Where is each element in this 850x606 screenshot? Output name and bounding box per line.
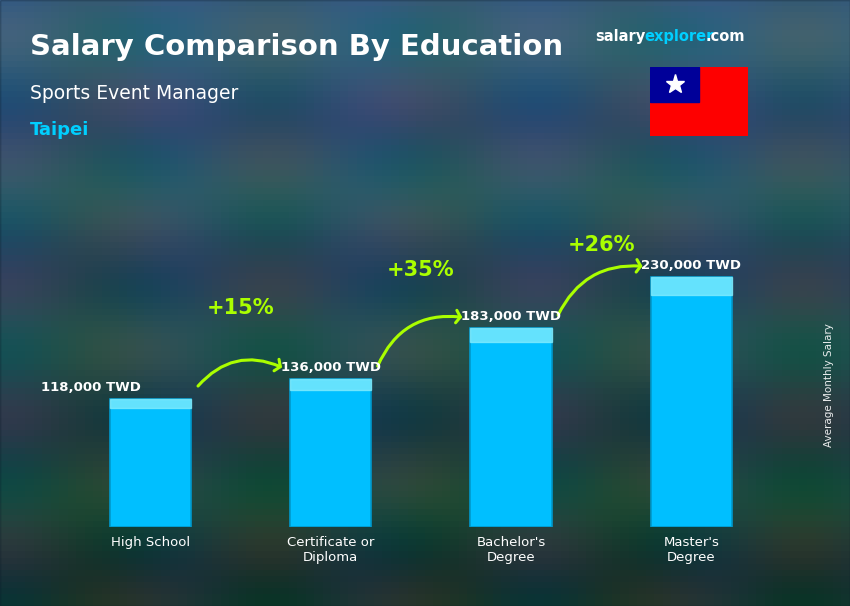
Text: .com: .com xyxy=(706,29,745,44)
Bar xyxy=(470,328,552,527)
Bar xyxy=(650,67,699,101)
Text: +35%: +35% xyxy=(387,261,455,281)
Text: +15%: +15% xyxy=(207,298,275,318)
Bar xyxy=(290,379,371,390)
Text: 136,000 TWD: 136,000 TWD xyxy=(280,361,381,374)
Text: Average Monthly Salary: Average Monthly Salary xyxy=(824,323,834,447)
Bar xyxy=(110,399,190,408)
Text: salary: salary xyxy=(595,29,645,44)
Bar xyxy=(290,379,371,527)
Bar xyxy=(470,328,552,342)
Bar xyxy=(110,399,190,527)
Text: 118,000 TWD: 118,000 TWD xyxy=(42,381,141,393)
Text: Taipei: Taipei xyxy=(30,121,89,139)
Text: 183,000 TWD: 183,000 TWD xyxy=(461,310,561,323)
Text: Salary Comparison By Education: Salary Comparison By Education xyxy=(30,33,563,61)
Text: 230,000 TWD: 230,000 TWD xyxy=(641,259,741,272)
Bar xyxy=(651,278,732,527)
Text: Sports Event Manager: Sports Event Manager xyxy=(30,84,238,102)
Text: explorer: explorer xyxy=(644,29,714,44)
Bar xyxy=(651,278,732,295)
Text: +26%: +26% xyxy=(567,235,635,255)
